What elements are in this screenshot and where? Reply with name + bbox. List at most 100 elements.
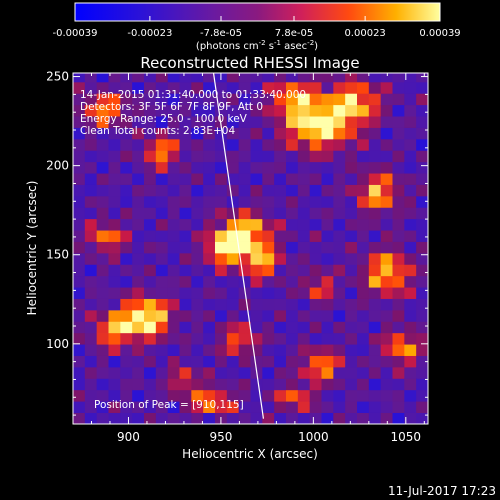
heatmap-cell <box>286 81 299 94</box>
heatmap-cell <box>84 264 98 277</box>
heatmap-cell <box>250 116 263 128</box>
heatmap-cell <box>262 321 275 334</box>
heatmap-cell <box>191 104 204 117</box>
heatmap-cell <box>238 264 251 277</box>
heatmap-cell <box>286 309 299 322</box>
heatmap-cell <box>380 241 393 254</box>
heatmap-cell <box>416 321 428 334</box>
heatmap-cell <box>96 230 109 242</box>
heatmap-cell <box>84 401 98 413</box>
heatmap-cell <box>416 389 428 402</box>
heatmap-cell <box>357 275 370 288</box>
heatmap-cell <box>262 207 275 220</box>
heatmap-cell <box>274 366 287 379</box>
heatmap-cell <box>167 93 180 106</box>
heatmap-cell <box>333 378 346 391</box>
heatmap-cell <box>73 161 86 174</box>
heatmap-cell <box>321 73 334 83</box>
heatmap-cell <box>167 150 180 163</box>
heatmap-cell <box>167 332 180 345</box>
heatmap-cell <box>144 241 157 254</box>
heatmap-cell <box>108 241 121 254</box>
colorbar: -0.00039 -0.00023 -7.8e-05 7.8e-05 0.00023 0.… <box>53 2 461 52</box>
heatmap-cell <box>345 195 358 208</box>
heatmap-cell <box>73 309 86 322</box>
plot-area: 900 950 1000 1050 100 150 200 250 <box>46 70 429 444</box>
heatmap-cell <box>333 73 346 83</box>
heatmap-cell <box>404 230 417 242</box>
heatmap-cell <box>226 309 240 322</box>
heatmap-cell <box>404 138 417 151</box>
heatmap-cell <box>73 389 86 402</box>
heatmap-cell <box>416 218 428 231</box>
heatmap-cell <box>96 93 109 106</box>
colorbar-tick-label: -0.00039 <box>53 28 98 39</box>
heatmap-cell <box>203 344 216 356</box>
heatmap-cell <box>167 401 180 413</box>
heatmap-cell <box>368 195 382 208</box>
heatmap-cell <box>274 241 287 254</box>
heatmap-cell <box>274 184 287 197</box>
heatmap-cell <box>297 389 311 402</box>
heatmap-cell <box>73 207 86 220</box>
heatmap-cell <box>96 218 109 231</box>
heatmap-cell <box>84 218 98 231</box>
heatmap-cell <box>167 264 180 277</box>
heatmap-cell <box>321 230 334 242</box>
heatmap-cell <box>144 150 157 163</box>
heatmap-cell <box>132 252 145 265</box>
heatmap-cell <box>120 81 133 94</box>
heatmap-cell <box>262 195 275 208</box>
heatmap-cell <box>191 207 204 220</box>
heatmap-cell <box>226 127 240 140</box>
peak-position-label: Position of Peak = [910,115] <box>94 399 244 411</box>
heatmap-cell <box>132 127 145 140</box>
heatmap-cell <box>309 264 322 277</box>
heatmap-cell <box>368 230 382 242</box>
heatmap-cell <box>286 184 299 197</box>
heatmap-cell <box>274 275 287 288</box>
heatmap-cell <box>297 366 311 379</box>
heatmap-cell <box>108 332 121 345</box>
heatmap-cell <box>179 195 192 208</box>
heatmap-cell <box>380 355 393 368</box>
heatmap-cell <box>132 230 145 242</box>
heatmap-cell <box>155 207 169 220</box>
heatmap-cell <box>321 344 334 356</box>
heatmap-cell <box>274 252 287 265</box>
heatmap-cell <box>179 241 192 254</box>
heatmap-cell <box>321 355 334 368</box>
heatmap-cell <box>262 184 275 197</box>
heatmap-cell <box>155 81 169 94</box>
heatmap-cell <box>167 412 180 424</box>
heatmap-cell <box>179 332 192 345</box>
heatmap-cell <box>144 207 157 220</box>
heatmap-cell <box>333 104 346 117</box>
heatmap-cell <box>167 116 180 128</box>
heatmap-cell <box>274 104 287 117</box>
heatmap-cell <box>155 287 169 299</box>
heatmap-cell <box>274 355 287 368</box>
heatmap-cell <box>357 207 370 220</box>
heatmap-cell <box>380 287 393 299</box>
heatmap-cell <box>132 401 145 413</box>
heatmap-cell <box>155 401 169 413</box>
heatmap-cell <box>132 287 145 299</box>
heatmap-cell <box>262 150 275 163</box>
heatmap-cell <box>274 173 287 185</box>
heatmap-cell <box>262 116 275 128</box>
heatmap-cell <box>73 298 86 311</box>
heatmap-cell <box>368 184 382 197</box>
heatmap-cell <box>179 173 192 185</box>
heatmap-cell <box>238 378 251 391</box>
heatmap-cell <box>404 321 417 334</box>
heatmap-cell <box>250 230 263 242</box>
heatmap-cell <box>144 309 157 322</box>
heatmap-cell <box>203 173 216 185</box>
heatmap-cell <box>120 252 133 265</box>
heatmap-cell <box>297 230 311 242</box>
heatmap-cell <box>73 241 86 254</box>
heatmap-cell <box>167 241 180 254</box>
heatmap-cell <box>155 332 169 345</box>
heatmap-cell <box>333 207 346 220</box>
